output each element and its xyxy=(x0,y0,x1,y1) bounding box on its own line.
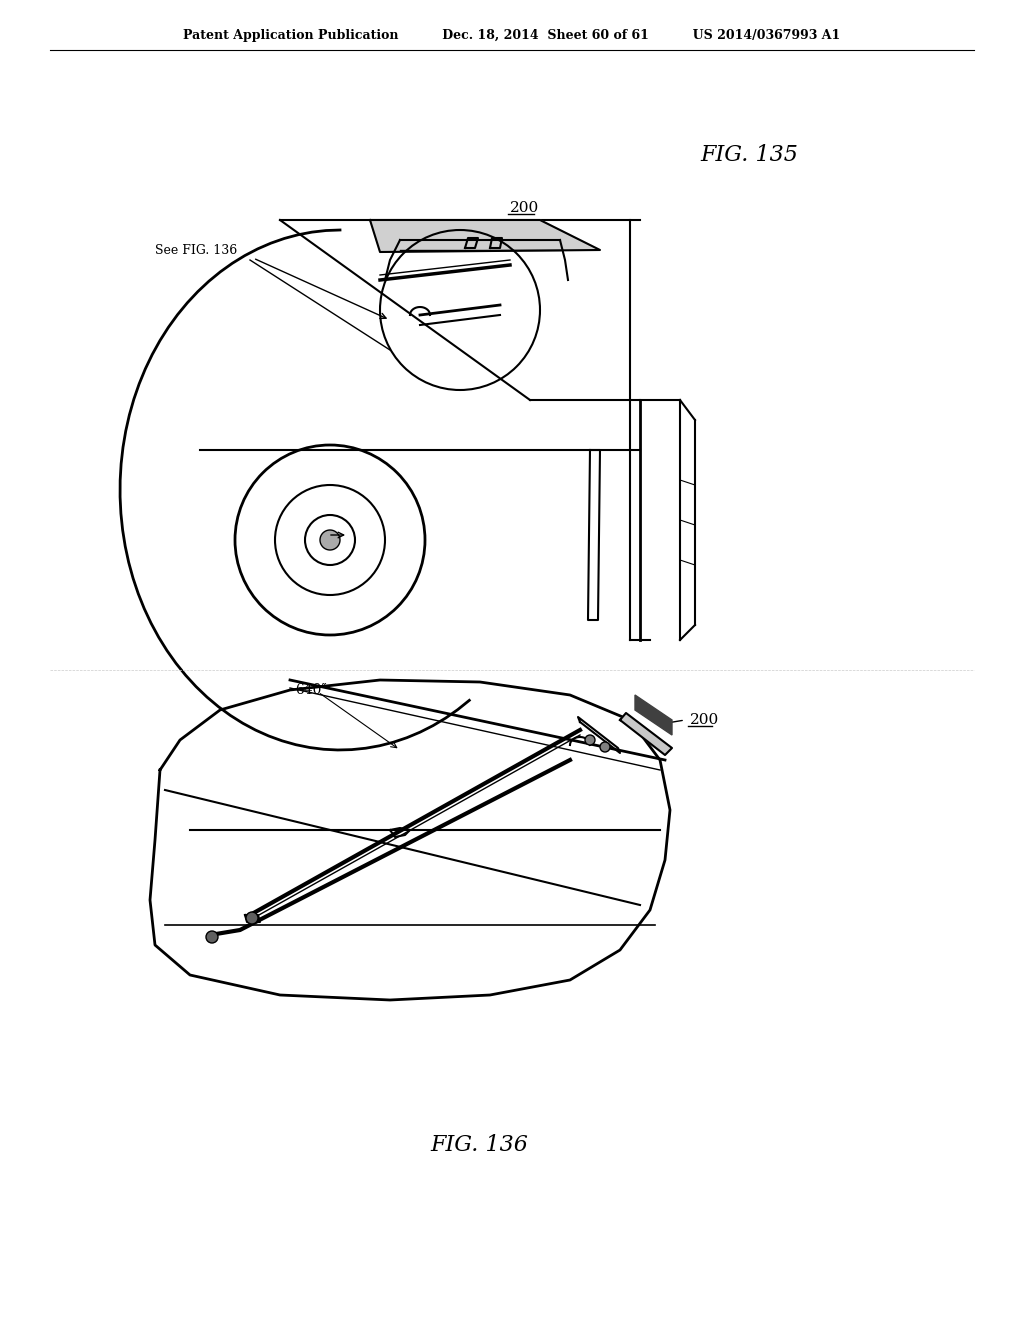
Circle shape xyxy=(585,735,595,744)
Text: 200: 200 xyxy=(510,201,540,215)
Circle shape xyxy=(319,531,340,550)
Circle shape xyxy=(206,931,218,942)
Text: 200: 200 xyxy=(690,713,719,727)
Text: FIG. 135: FIG. 135 xyxy=(700,144,798,166)
Circle shape xyxy=(246,912,258,924)
Text: FIG. 136: FIG. 136 xyxy=(430,1134,528,1156)
Text: See FIG. 136: See FIG. 136 xyxy=(155,243,238,256)
Polygon shape xyxy=(370,220,600,252)
Text: Patent Application Publication          Dec. 18, 2014  Sheet 60 of 61          U: Patent Application Publication Dec. 18, … xyxy=(183,29,841,41)
Polygon shape xyxy=(620,713,672,755)
Text: 640″: 640″ xyxy=(295,682,327,697)
Circle shape xyxy=(600,742,610,752)
Polygon shape xyxy=(635,696,672,735)
